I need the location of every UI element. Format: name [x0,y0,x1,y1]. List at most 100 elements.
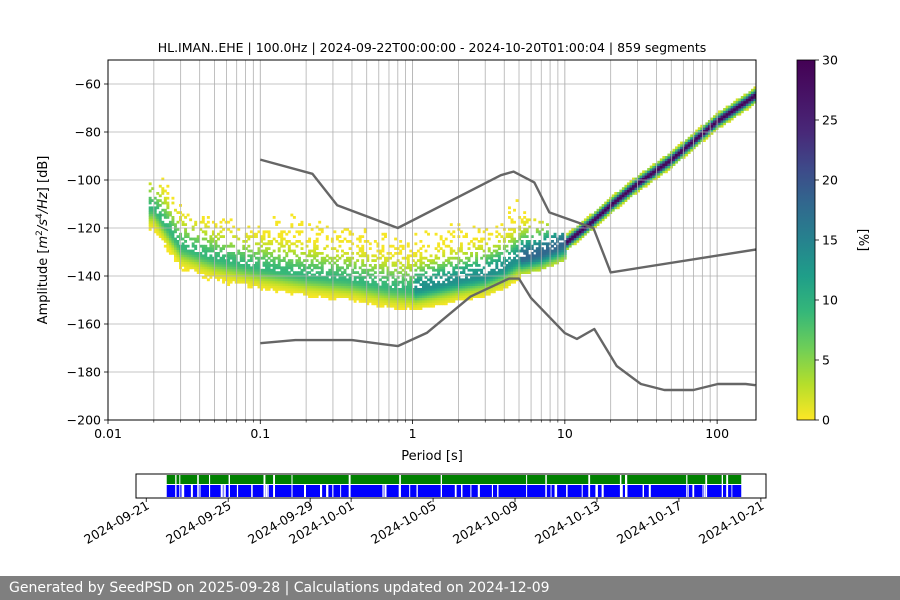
heatmap-cell [191,244,195,248]
heatmap-cell [229,230,233,234]
heatmap-cell [533,256,537,260]
heatmap-cell [697,139,701,142]
heatmap-cell [290,283,294,286]
heatmap-cell [391,290,395,294]
heatmap-cell [454,285,458,289]
heatmap-cell [371,300,375,303]
heatmap-cell [173,256,177,260]
heatmap-cell [257,256,261,260]
heatmap-cell [675,158,678,162]
heatmap-cell [151,218,155,222]
heatmap-cell [148,199,152,202]
heatmap-cell [424,304,428,308]
heatmap-cell [292,235,296,238]
heatmap-cell [292,242,296,246]
heatmap-cell [186,266,190,270]
heatmap-cell [320,261,324,265]
timeline-tick-label: 2024-10-17 [614,498,684,547]
heatmap-cell [353,283,357,286]
heatmap-cell [257,285,261,289]
heatmap-cell [184,254,188,258]
heatmap-cell [351,242,355,246]
heatmap-cell [416,307,420,310]
heatmap-cell [384,232,387,236]
heatmap-cell [457,283,461,286]
heatmap-cell [252,280,256,284]
heatmap-cell [229,273,233,277]
heatmap-cell [239,273,243,277]
heatmap-cell [434,276,438,279]
heatmap-cell [421,300,425,303]
heatmap-cell [710,127,714,130]
heatmap-cell [148,225,152,229]
data-gap [291,485,293,497]
heatmap-cell [487,273,491,277]
heatmap-cell [161,237,165,241]
heatmap-cell [252,283,256,286]
heatmap-cell [647,180,651,183]
data-gap [545,475,547,484]
heatmap-cell [449,295,453,298]
heatmap-cell [356,252,360,255]
heatmap-cell [280,268,284,272]
heatmap-cell [366,256,370,260]
heatmap-cell [249,268,253,272]
heatmap-cell [639,187,643,190]
heatmap-cell [176,256,180,260]
heatmap-cell [275,271,279,274]
data-gap [588,485,591,497]
heatmap-cell [508,256,511,260]
heatmap-cell [429,266,433,270]
heatmap-cell [710,124,714,128]
heatmap-cell [614,199,618,202]
heatmap-cell [591,216,595,219]
heatmap-cell [743,103,747,106]
heatmap-cell [386,252,390,255]
heatmap-cell [363,230,367,234]
heatmap-cell [176,244,180,248]
heatmap-cell [176,242,180,246]
heatmap-cell [262,283,266,286]
heatmap-cell [538,268,542,272]
heatmap-cell [475,295,479,298]
heatmap-cell [373,280,377,284]
heatmap-cell [621,189,625,193]
heatmap-cell [439,283,443,286]
heatmap-cell [533,261,537,265]
heatmap-cell [328,288,332,291]
heatmap-cell [280,235,284,238]
heatmap-cell [447,244,451,248]
heatmap-cell [343,292,347,296]
heatmap-cell [249,285,253,289]
heatmap-cell [272,276,276,279]
heatmap-cell [750,96,754,99]
heatmap-cell [209,247,213,250]
heatmap-cell [343,252,347,255]
heatmap-cell [384,288,387,291]
heatmap-cell [211,220,215,224]
heatmap-cell [381,288,385,291]
heatmap-cell [320,283,324,286]
heatmap-cell [318,228,322,231]
heatmap-cell [222,264,225,267]
heatmap-cell [285,266,289,270]
heatmap-cell [262,273,266,277]
heatmap-cell [361,254,365,258]
heatmap-cell [361,278,365,282]
heatmap-cell [389,288,393,291]
heatmap-cell [748,100,752,104]
heatmap-cell [682,148,686,152]
heatmap-cell [176,240,180,243]
heatmap-cell [513,247,516,250]
heatmap-cell [282,276,286,279]
heatmap-cell [662,165,666,169]
heatmap-cell [482,278,486,282]
heatmap-cell [738,98,742,102]
heatmap-cell [260,237,263,241]
heatmap-cell [480,276,484,279]
heatmap-cell [313,247,317,250]
heatmap-cell [270,276,274,279]
heatmap-cell [346,285,349,289]
heatmap-cell [308,285,312,289]
heatmap-cell [690,141,694,145]
